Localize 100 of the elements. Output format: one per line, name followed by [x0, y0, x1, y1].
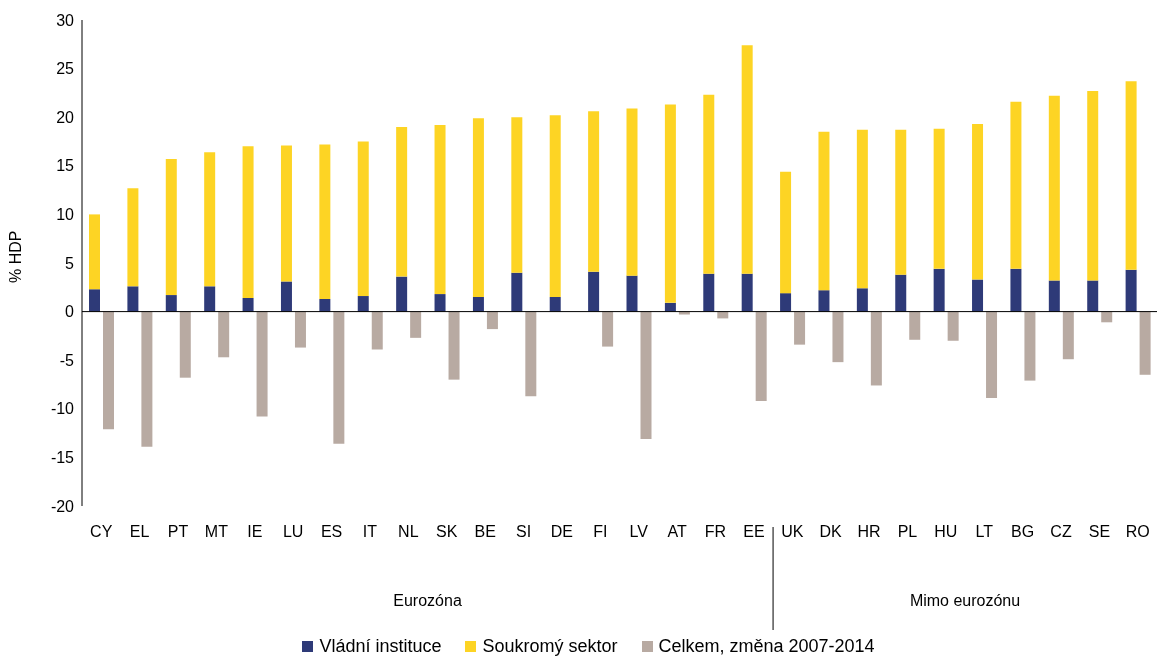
- bar: [1139, 311, 1151, 375]
- bar: [895, 129, 907, 275]
- y-tick-label: -15: [50, 449, 75, 467]
- bar: [165, 159, 177, 296]
- text: Mimo eurozónu: [909, 592, 1021, 609]
- x-tick-label: FI: [593, 523, 608, 541]
- bar: [434, 124, 446, 295]
- bar: [818, 131, 830, 291]
- text: Eurozóna: [393, 592, 462, 609]
- bar: [818, 290, 830, 312]
- x-tick-label: IT: [362, 523, 378, 541]
- bar: [986, 311, 998, 399]
- bar: [319, 144, 331, 299]
- bar: [626, 108, 638, 276]
- bar: [640, 311, 652, 439]
- x-tick-label: CZ: [1050, 523, 1072, 541]
- bar: [947, 311, 959, 341]
- bar: [794, 311, 806, 345]
- bar: [755, 311, 767, 402]
- x-tick-label: EL: [129, 523, 150, 541]
- bar: [549, 115, 561, 298]
- bar: [972, 279, 984, 312]
- bar: [127, 188, 139, 287]
- y-tick-label: 30: [56, 11, 75, 29]
- bar: [895, 274, 907, 312]
- bar: [242, 146, 254, 298]
- y-tick-label: 0: [65, 303, 75, 321]
- bar: [549, 297, 561, 312]
- bar: [1087, 280, 1099, 312]
- x-tick-label: DK: [819, 523, 843, 541]
- bar: [1062, 311, 1074, 360]
- bar: [242, 297, 254, 312]
- bar: [434, 294, 446, 312]
- x-tick-label: CY: [90, 523, 113, 541]
- bar: [525, 311, 537, 397]
- bar: [832, 311, 844, 363]
- bar: [588, 111, 600, 272]
- y-tick-label: 10: [56, 206, 75, 224]
- x-tick-label: SI: [515, 523, 532, 541]
- bar: [626, 275, 638, 312]
- x-tick-label: UK: [781, 523, 804, 541]
- bar: [357, 296, 369, 312]
- x-tick-label: RO: [1125, 523, 1150, 541]
- bar: [588, 271, 600, 312]
- y-tick-label: -10: [50, 400, 75, 418]
- y-tick-label: 25: [56, 60, 75, 78]
- x-tick-label: LU: [282, 523, 304, 541]
- bar: [602, 311, 614, 347]
- bar: [933, 128, 945, 269]
- bar: [664, 302, 676, 312]
- bar: [933, 268, 945, 312]
- bar: [256, 311, 268, 417]
- bar: [972, 124, 984, 280]
- bar: [103, 311, 114, 430]
- x-tick-label: PL: [897, 523, 918, 541]
- x-tick-label: EE: [743, 523, 765, 541]
- bar: [1048, 95, 1060, 281]
- y-tick-label: 15: [56, 157, 75, 175]
- bar: [1010, 101, 1022, 269]
- bar: [780, 171, 792, 294]
- bar: [371, 311, 383, 350]
- x-tick-label: SE: [1088, 523, 1111, 541]
- bar: [179, 311, 191, 378]
- bar: [486, 311, 498, 330]
- bar: [856, 129, 868, 289]
- bar: [204, 286, 216, 312]
- legend-label: Soukromý sektor: [481, 636, 618, 657]
- bar: [664, 104, 676, 303]
- bar: [89, 214, 100, 290]
- bar: [511, 117, 523, 273]
- bar: [741, 45, 753, 274]
- legend-label: Vládní instituce: [318, 636, 442, 657]
- bar: [333, 311, 345, 444]
- bar: [319, 298, 331, 312]
- bar: [218, 311, 230, 358]
- x-tick-label: ES: [320, 523, 343, 541]
- bar: [204, 152, 216, 287]
- bar: [1087, 90, 1099, 281]
- bar: [396, 126, 408, 277]
- y-tick-label: 20: [56, 108, 75, 126]
- x-tick-label: BG: [1011, 523, 1035, 541]
- bar: [703, 273, 715, 312]
- x-tick-label: LT: [975, 523, 994, 541]
- bar: [909, 311, 921, 340]
- bar: [1125, 81, 1137, 270]
- bar: [1024, 311, 1036, 381]
- x-tick-label: LV: [629, 523, 649, 541]
- bar: [280, 145, 292, 282]
- bar: [472, 297, 484, 312]
- bar: [1048, 280, 1060, 312]
- x-tick-label: DE: [550, 523, 574, 541]
- bar: [741, 273, 753, 312]
- bar: [165, 295, 177, 312]
- bar: [1101, 311, 1113, 323]
- legend-label: Celkem, změna 2007-2014: [657, 636, 875, 657]
- x-tick-label: NL: [398, 523, 419, 541]
- x-tick-label: IE: [247, 523, 263, 541]
- bar: [870, 311, 882, 386]
- bar: [1125, 269, 1137, 312]
- x-tick-label: HR: [857, 523, 881, 541]
